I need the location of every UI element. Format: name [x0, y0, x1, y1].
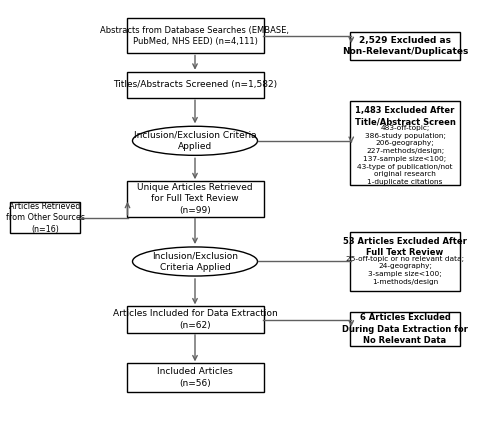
- Text: 25-off-topic or no relevant data;
24-geography;
3-sample size<100;
1-methods/des: 25-off-topic or no relevant data; 24-geo…: [346, 256, 464, 285]
- Text: Inclusion/Exclusion Criteria
Applied: Inclusion/Exclusion Criteria Applied: [134, 131, 256, 151]
- FancyBboxPatch shape: [126, 72, 264, 98]
- Text: Included Articles
(n=56): Included Articles (n=56): [157, 367, 233, 388]
- Text: Articles Retrieved
from Other Sources
(n=16): Articles Retrieved from Other Sources (n…: [6, 202, 84, 234]
- FancyBboxPatch shape: [126, 18, 264, 53]
- Text: Articles Included for Data Extraction
(n=62): Articles Included for Data Extraction (n…: [112, 309, 278, 330]
- Text: Unique Articles Retrieved
for Full Text Review
(n=99): Unique Articles Retrieved for Full Text …: [137, 183, 253, 215]
- FancyBboxPatch shape: [350, 232, 460, 291]
- Text: 1,483 Excluded After
Title/Abstract Screen: 1,483 Excluded After Title/Abstract Scre…: [354, 106, 456, 127]
- FancyBboxPatch shape: [126, 181, 264, 216]
- Text: Abstracts from Database Searches (EMBASE,
PubMed, NHS EED) (n=4,111): Abstracts from Database Searches (EMBASE…: [100, 25, 290, 46]
- Text: 53 Articles Excluded After
Full Text Review: 53 Articles Excluded After Full Text Rev…: [343, 237, 467, 257]
- FancyBboxPatch shape: [350, 312, 460, 346]
- FancyBboxPatch shape: [126, 307, 264, 333]
- Text: 2,529 Excluded as
Non-Relevant/Duplicates: 2,529 Excluded as Non-Relevant/Duplicate…: [342, 36, 468, 56]
- FancyBboxPatch shape: [10, 202, 80, 233]
- Ellipse shape: [132, 247, 258, 276]
- Text: 483-off-topic;
386-study population;
206-geography;
227-methods/design;
137-samp: 483-off-topic; 386-study population; 206…: [357, 125, 453, 185]
- FancyBboxPatch shape: [350, 32, 460, 60]
- Text: 6 Articles Excluded
During Data Extraction for
No Relevant Data: 6 Articles Excluded During Data Extracti…: [342, 313, 468, 346]
- Text: Inclusion/Exclusion
Criteria Applied: Inclusion/Exclusion Criteria Applied: [152, 251, 238, 272]
- Text: Titles/Abstracts Screened (n=1,582): Titles/Abstracts Screened (n=1,582): [113, 80, 277, 89]
- FancyBboxPatch shape: [126, 363, 264, 392]
- FancyBboxPatch shape: [350, 101, 460, 185]
- Ellipse shape: [132, 126, 258, 155]
